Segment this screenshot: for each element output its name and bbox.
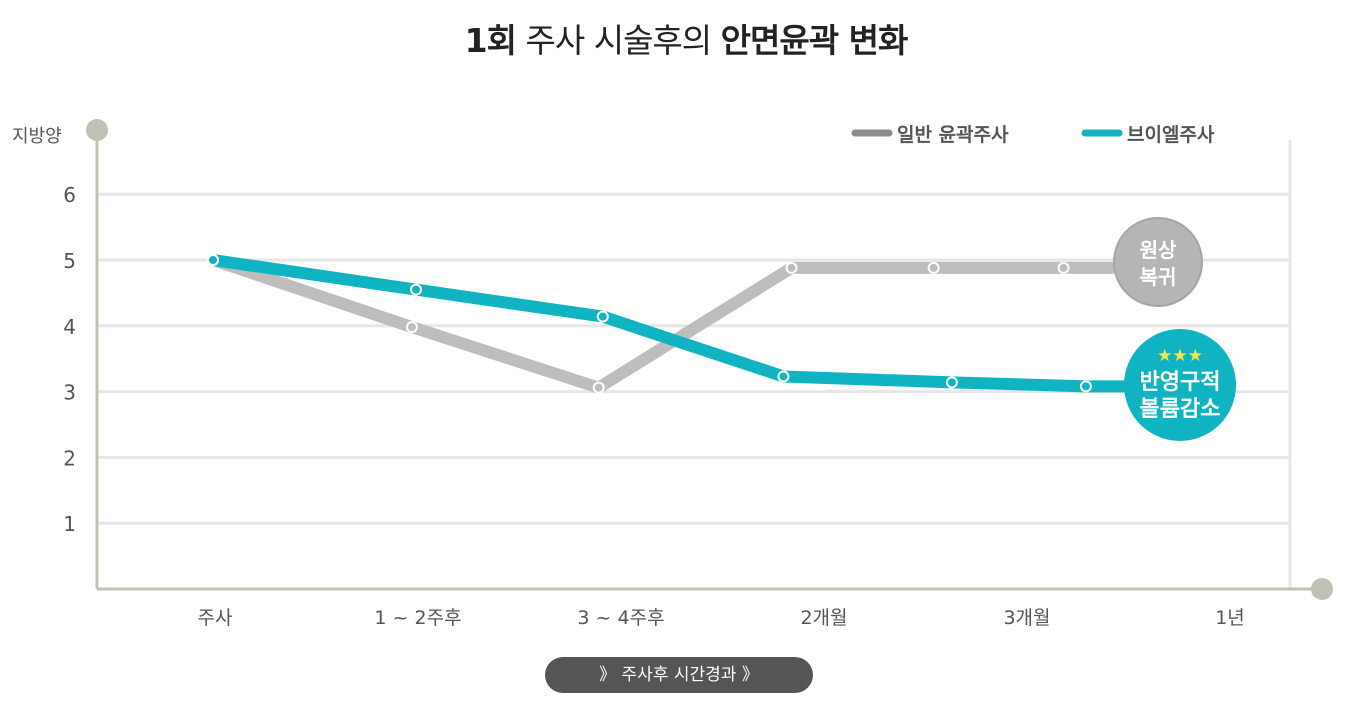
data-point xyxy=(207,254,219,266)
data-point xyxy=(1057,261,1070,274)
y-tick-label: 3 xyxy=(63,381,76,405)
y-tick-label: 4 xyxy=(63,315,76,339)
stars-icon: ★★★ xyxy=(1157,346,1203,366)
data-point xyxy=(1079,380,1092,393)
data-point xyxy=(596,310,609,323)
y-axis-label: 지방양 xyxy=(12,126,62,147)
annotation-bubble xyxy=(1113,217,1203,307)
x-tick-label: 3개월 xyxy=(1003,607,1050,629)
data-point xyxy=(405,321,418,334)
time-elapsed-button[interactable]: 》 주사후 시간경과 》 xyxy=(545,657,813,693)
data-point xyxy=(410,283,422,296)
data-point xyxy=(945,376,958,389)
x-tick-label: 1년 xyxy=(1215,607,1245,629)
title-part2: 주사 시술후의 xyxy=(525,21,713,60)
annotation-text: 원상 xyxy=(1140,238,1177,262)
data-point xyxy=(592,381,605,394)
x-tick-label: 주사 xyxy=(198,607,233,629)
annotation-text: 반영구적 xyxy=(1140,370,1221,395)
legend-label: 브이엘주사 xyxy=(1127,124,1215,146)
data-point xyxy=(927,261,940,274)
chart-title: 1회 주사 시술후의 안면윤곽 변화 xyxy=(0,14,1372,62)
title-part3: 안면윤곽 변화 xyxy=(720,21,909,60)
x-axis-end-dot xyxy=(1311,578,1333,600)
legend-label: 일반 윤곽주사 xyxy=(897,124,1009,146)
x-tick-label: 2개월 xyxy=(800,607,847,629)
data-point xyxy=(777,370,790,383)
y-tick-label: 6 xyxy=(63,183,76,207)
y-axis-end-dot xyxy=(86,119,108,141)
annotation-text: 복귀 xyxy=(1140,265,1177,289)
x-tick-label: 3 ~ 4주후 xyxy=(577,607,664,629)
x-tick-label: 1 ~ 2주후 xyxy=(374,607,461,629)
data-point xyxy=(785,261,798,274)
y-tick-label: 5 xyxy=(63,249,76,273)
y-tick-label: 1 xyxy=(63,512,76,536)
annotation-text: 볼륨감소 xyxy=(1140,397,1221,422)
title-part1: 1회 xyxy=(464,21,517,60)
y-tick-label: 2 xyxy=(63,446,76,470)
annotation-bubble xyxy=(1124,329,1236,441)
